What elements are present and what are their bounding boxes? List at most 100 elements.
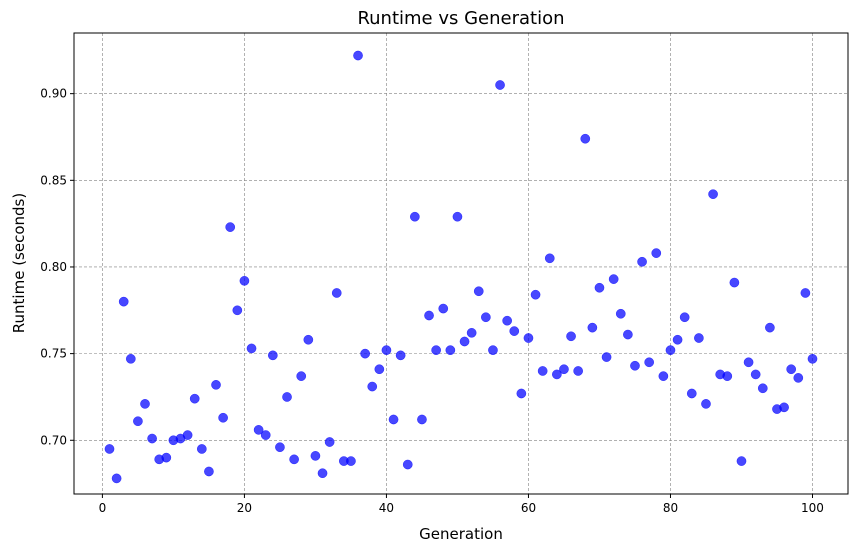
data-point (601, 352, 612, 362)
data-point (289, 454, 299, 465)
data-point (331, 288, 342, 298)
data-point (196, 444, 207, 454)
data-point (594, 282, 605, 293)
data-point (395, 350, 406, 361)
data-point (374, 364, 385, 375)
data-point (324, 437, 335, 447)
data-point (481, 312, 491, 323)
data-point (488, 345, 498, 356)
data-point (800, 288, 811, 298)
data-point (665, 345, 676, 356)
data-point (779, 402, 789, 413)
data-point (502, 315, 513, 326)
data-point (573, 366, 584, 376)
data-point (559, 364, 569, 375)
data-point (615, 308, 626, 319)
data-point (267, 350, 278, 361)
data-point (303, 334, 314, 345)
data-point (708, 189, 718, 200)
data-point (552, 369, 562, 380)
data-point (530, 289, 541, 300)
data-point (544, 253, 555, 264)
data-point (431, 345, 441, 356)
x-tick-label: 40 (379, 501, 394, 515)
data-point (537, 366, 548, 376)
data-point (253, 425, 264, 435)
data-point (630, 360, 640, 371)
data-point (182, 430, 193, 440)
data-point (353, 50, 363, 61)
y-tick-label: 0.85 (40, 173, 67, 187)
data-point (765, 322, 775, 333)
x-tick-label: 60 (521, 501, 536, 515)
data-point (417, 414, 427, 425)
data-point (161, 452, 172, 463)
data-point (104, 444, 115, 454)
data-point (296, 371, 307, 382)
data-point (750, 369, 761, 380)
data-point (225, 222, 236, 232)
data-point (701, 399, 711, 409)
data-point (587, 322, 598, 333)
data-point (729, 277, 740, 288)
data-point (133, 416, 143, 427)
data-point (623, 329, 633, 340)
data-point (466, 327, 477, 338)
data-point (644, 357, 655, 368)
data-point (736, 456, 747, 466)
data-point (147, 433, 157, 444)
data-point (424, 310, 434, 321)
data-point (381, 345, 392, 356)
data-point (566, 331, 576, 342)
data-point (786, 364, 797, 375)
y-axis-label: Runtime (seconds) (10, 193, 28, 333)
x-tick-label: 0 (99, 501, 107, 515)
data-point (516, 388, 527, 399)
data-point (679, 312, 690, 323)
data-point (275, 442, 285, 453)
grid-lines (74, 33, 848, 494)
plot-frame (73, 32, 849, 495)
y-axis-ticks: 0.70 0.75 0.80 0.85 0.90 (40, 87, 74, 447)
data-point (473, 286, 484, 297)
data-point (111, 473, 122, 484)
data-point (211, 379, 221, 390)
data-point (807, 353, 818, 364)
data-point (686, 388, 697, 399)
data-point (246, 343, 257, 354)
x-tick-label: 80 (663, 501, 678, 515)
data-point (509, 326, 520, 336)
data-point (409, 211, 420, 222)
data-point (360, 348, 370, 359)
data-point (232, 305, 243, 316)
chart-title: Runtime vs Generation (357, 8, 564, 29)
data-points (104, 50, 818, 484)
y-tick-label: 0.80 (40, 260, 67, 274)
data-point (438, 303, 449, 314)
data-point (580, 133, 591, 144)
y-tick-label: 0.70 (40, 433, 67, 447)
data-point (310, 451, 321, 461)
data-point (239, 275, 250, 286)
x-tick-label: 20 (237, 501, 252, 515)
data-point (260, 430, 271, 440)
data-point (282, 392, 292, 402)
data-point (637, 256, 647, 267)
data-point (189, 393, 200, 404)
data-point (658, 371, 669, 382)
data-point (445, 345, 456, 356)
x-axis-label: Generation (419, 525, 503, 543)
data-point (651, 248, 662, 258)
data-point (218, 412, 228, 423)
data-point (793, 373, 804, 383)
data-point (495, 80, 505, 90)
data-point (694, 333, 704, 343)
y-tick-label: 0.75 (40, 347, 67, 361)
data-point (388, 414, 399, 425)
data-point (523, 333, 534, 343)
data-point (125, 353, 136, 364)
data-point (367, 381, 378, 392)
x-tick-label: 100 (801, 501, 824, 515)
y-tick-label: 0.90 (40, 87, 67, 101)
